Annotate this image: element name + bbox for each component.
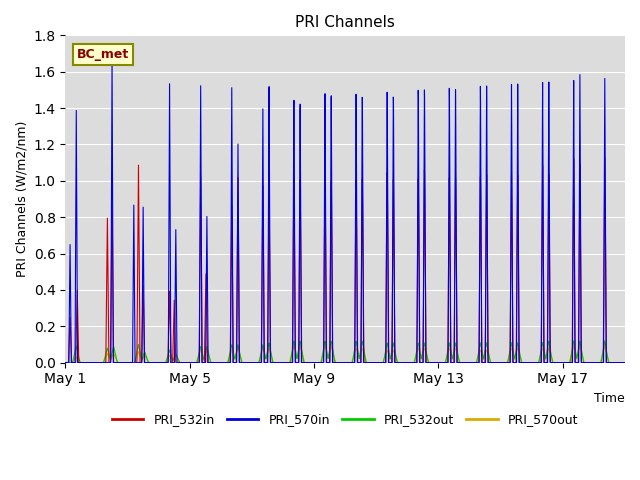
Legend: PRI_532in, PRI_570in, PRI_532out, PRI_570out: PRI_532in, PRI_570in, PRI_532out, PRI_57… [108,408,583,431]
Title: PRI Channels: PRI Channels [295,15,395,30]
X-axis label: Time: Time [595,392,625,405]
Text: BC_met: BC_met [77,48,129,61]
Y-axis label: PRI Channels (W/m2/nm): PRI Channels (W/m2/nm) [15,121,28,277]
